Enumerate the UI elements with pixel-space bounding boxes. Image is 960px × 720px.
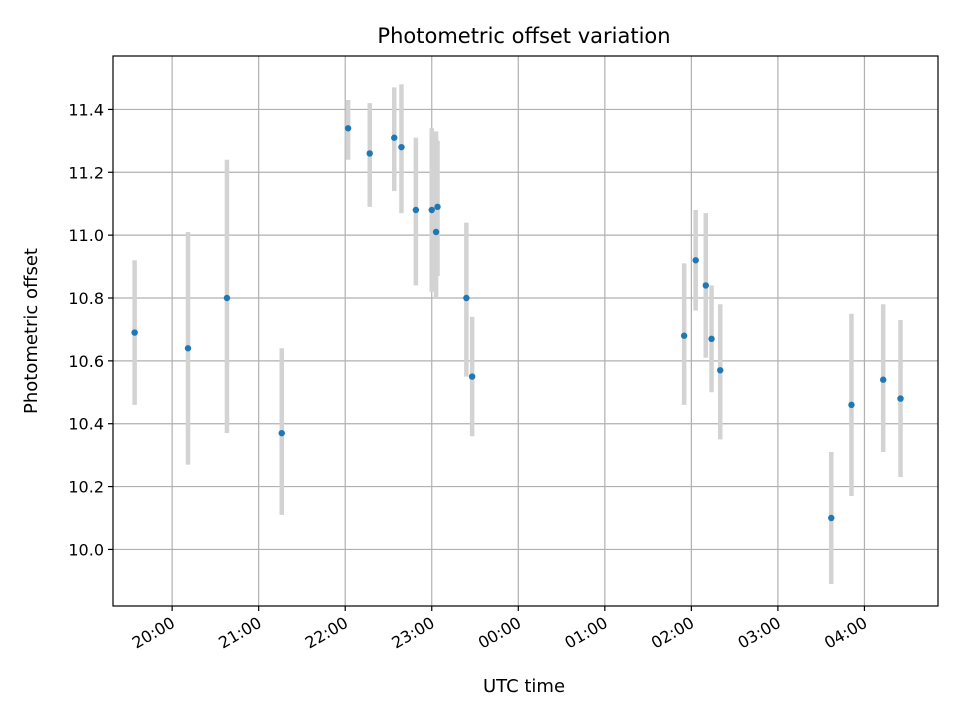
- y-axis-label: Photometric offset: [21, 248, 42, 414]
- y-tick-label: 10.8: [68, 289, 104, 308]
- data-point: [717, 367, 724, 374]
- y-tick-label: 10.0: [68, 540, 104, 559]
- data-point: [468, 373, 476, 380]
- data-point: [692, 257, 699, 264]
- data-point: [391, 134, 398, 141]
- y-tick-label: 10.2: [68, 478, 104, 497]
- data-point: [897, 395, 904, 402]
- data-point: [131, 329, 138, 336]
- y-tick-label: 10.4: [68, 415, 104, 434]
- data-point: [434, 203, 441, 211]
- y-tick-label: 11.2: [68, 163, 104, 182]
- data-point: [879, 376, 887, 383]
- data-point: [223, 294, 231, 302]
- data-points: [131, 125, 904, 522]
- data-point: [428, 206, 435, 214]
- data-point: [366, 150, 373, 157]
- grid: [113, 56, 938, 606]
- y-tick-label: 11.0: [68, 226, 104, 245]
- data-point: [344, 125, 352, 132]
- data-point: [463, 294, 470, 302]
- data-point: [412, 206, 420, 214]
- data-point: [398, 143, 405, 151]
- chart-title: Photometric offset variation: [377, 24, 670, 48]
- y-tick-label: 10.6: [68, 352, 104, 371]
- data-point: [848, 401, 855, 409]
- data-point: [432, 228, 440, 236]
- x-axis-label: UTC time: [483, 676, 565, 697]
- data-point: [708, 335, 715, 343]
- data-point: [680, 332, 688, 339]
- data-point: [278, 429, 285, 437]
- data-point: [702, 282, 709, 289]
- plot-frame: [112, 55, 939, 607]
- data-point: [828, 514, 835, 522]
- data-point: [184, 345, 192, 352]
- y-tick-label: 11.4: [68, 100, 104, 119]
